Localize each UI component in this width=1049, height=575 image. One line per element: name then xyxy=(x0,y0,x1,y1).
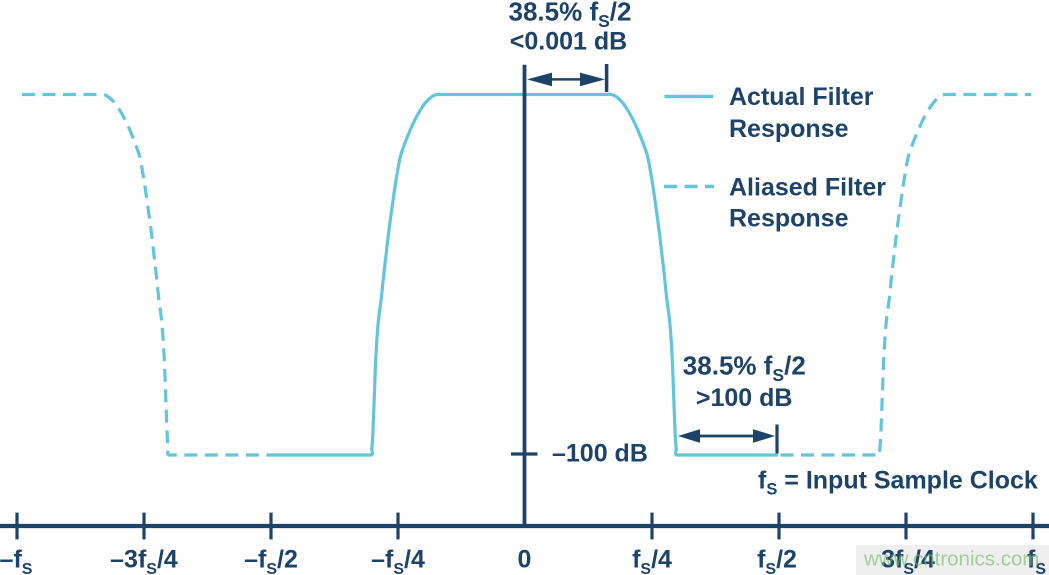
svg-text:fS/2: fS/2 xyxy=(757,546,797,575)
svg-text:38.5% fS/2: 38.5% fS/2 xyxy=(509,0,632,31)
svg-text:www.cntronics.com: www.cntronics.com xyxy=(863,548,1039,571)
svg-text:Actual Filter: Actual Filter xyxy=(729,83,874,111)
svg-text:>100 dB: >100 dB xyxy=(696,384,793,412)
svg-text:fS = Input Sample Clock: fS = Input Sample Clock xyxy=(758,466,1038,498)
svg-text:–3fS/4: –3fS/4 xyxy=(110,546,178,575)
svg-text:Response: Response xyxy=(729,115,849,143)
svg-text:Aliased Filter: Aliased Filter xyxy=(729,174,886,202)
svg-text:<0.001 dB: <0.001 dB xyxy=(510,27,627,55)
svg-text:–100 dB: –100 dB xyxy=(552,440,648,468)
svg-text:38.5% fS/2: 38.5% fS/2 xyxy=(683,351,806,385)
svg-text:fS/4: fS/4 xyxy=(632,546,672,575)
svg-text:Response: Response xyxy=(729,205,849,233)
svg-text:0: 0 xyxy=(518,546,532,574)
